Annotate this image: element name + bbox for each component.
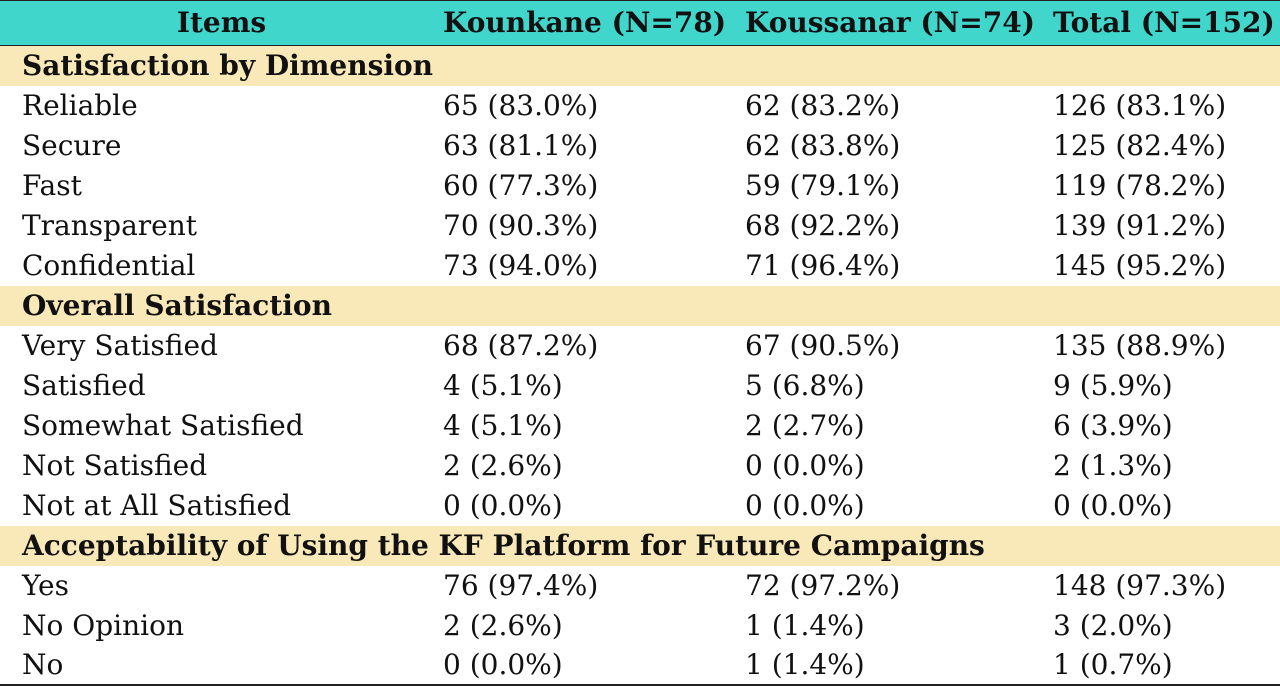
header-kounkane: Kounkane (N=78) [443, 6, 727, 39]
koussanar-cell: 62 (83.8%) [745, 129, 901, 162]
kounkane-cell: 4 (5.1%) [443, 369, 563, 402]
koussanar-cell: 72 (97.2%) [745, 569, 901, 602]
kounkane-cell: 65 (83.0%) [443, 89, 599, 122]
koussanar-cell: 71 (96.4%) [745, 249, 901, 282]
row-label: Not Satisfied [22, 449, 208, 482]
koussanar-cell: 2 (2.7%) [745, 409, 865, 442]
row-label: Reliable [22, 89, 138, 122]
table-row: Not Satisfied 2 (2.6%) 0 (0.0%) 2 (1.3%) [0, 446, 1280, 486]
koussanar-cell: 5 (6.8%) [745, 369, 865, 402]
section-row: Acceptability of Using the KF Platform f… [0, 526, 1280, 566]
kounkane-cell: 4 (5.1%) [443, 409, 563, 442]
table-row: Yes 76 (97.4%) 72 (97.2%) 148 (97.3%) [0, 566, 1280, 606]
table-row: Very Satisfied 68 (87.2%) 67 (90.5%) 135… [0, 326, 1280, 366]
koussanar-cell: 1 (1.4%) [745, 609, 865, 642]
koussanar-cell: 68 (92.2%) [745, 209, 901, 242]
table-row: Satisfied 4 (5.1%) 5 (6.8%) 9 (5.9%) [0, 366, 1280, 406]
table-row: Secure 63 (81.1%) 62 (83.8%) 125 (82.4%) [0, 126, 1280, 166]
header-koussanar: Koussanar (N=74) [745, 6, 1035, 39]
total-cell: 119 (78.2%) [1053, 169, 1227, 202]
koussanar-cell: 0 (0.0%) [745, 449, 865, 482]
total-cell: 145 (95.2%) [1053, 249, 1227, 282]
section-title: Satisfaction by Dimension [22, 49, 434, 82]
table-row: Somewhat Satisfied 4 (5.1%) 2 (2.7%) 6 (… [0, 406, 1280, 446]
kounkane-cell: 76 (97.4%) [443, 569, 599, 602]
total-cell: 1 (0.7%) [1053, 648, 1173, 681]
total-cell: 135 (88.9%) [1053, 329, 1227, 362]
row-label: Not at All Satisfied [22, 489, 292, 522]
total-cell: 6 (3.9%) [1053, 409, 1173, 442]
total-cell: 0 (0.0%) [1053, 489, 1173, 522]
total-cell: 126 (83.1%) [1053, 89, 1227, 122]
section-title: Acceptability of Using the KF Platform f… [22, 529, 985, 562]
table-row: Transparent 70 (90.3%) 68 (92.2%) 139 (9… [0, 206, 1280, 246]
row-label: Somewhat Satisfied [22, 409, 304, 442]
row-label: Satisfied [22, 369, 146, 402]
table-row: Fast 60 (77.3%) 59 (79.1%) 119 (78.2%) [0, 166, 1280, 206]
total-cell: 2 (1.3%) [1053, 449, 1173, 482]
row-label: No [22, 648, 64, 681]
row-label: Transparent [22, 209, 198, 242]
total-cell: 139 (91.2%) [1053, 209, 1227, 242]
kounkane-cell: 0 (0.0%) [443, 648, 563, 681]
row-label: No Opinion [22, 609, 184, 642]
row-label: Yes [22, 569, 69, 602]
row-label: Very Satisfied [22, 329, 218, 362]
kounkane-cell: 2 (2.6%) [443, 449, 563, 482]
row-label: Secure [22, 129, 122, 162]
kounkane-cell: 73 (94.0%) [443, 249, 599, 282]
table-row: Not at All Satisfied 0 (0.0%) 0 (0.0%) 0… [0, 486, 1280, 526]
koussanar-cell: 0 (0.0%) [745, 489, 865, 522]
koussanar-cell: 67 (90.5%) [745, 329, 901, 362]
table-header-row: Items Kounkane (N=78) Koussanar (N=74) T… [0, 0, 1280, 46]
section-row: Satisfaction by Dimension [0, 46, 1280, 86]
table-row: No 0 (0.0%) 1 (1.4%) 1 (0.7%) [0, 646, 1280, 686]
row-label: Confidential [22, 249, 196, 282]
total-cell: 9 (5.9%) [1053, 369, 1173, 402]
koussanar-cell: 1 (1.4%) [745, 648, 865, 681]
kounkane-cell: 70 (90.3%) [443, 209, 599, 242]
kounkane-cell: 2 (2.6%) [443, 609, 563, 642]
koussanar-cell: 62 (83.2%) [745, 89, 901, 122]
kounkane-cell: 0 (0.0%) [443, 489, 563, 522]
header-total: Total (N=152) [1053, 6, 1275, 39]
table-row: Confidential 73 (94.0%) 71 (96.4%) 145 (… [0, 246, 1280, 286]
table-row: Reliable 65 (83.0%) 62 (83.2%) 126 (83.1… [0, 86, 1280, 126]
total-cell: 3 (2.0%) [1053, 609, 1173, 642]
section-title: Overall Satisfaction [22, 289, 332, 322]
kounkane-cell: 60 (77.3%) [443, 169, 599, 202]
koussanar-cell: 59 (79.1%) [745, 169, 901, 202]
total-cell: 125 (82.4%) [1053, 129, 1227, 162]
section-row: Overall Satisfaction [0, 286, 1280, 326]
header-items: Items [176, 6, 267, 39]
kounkane-cell: 68 (87.2%) [443, 329, 599, 362]
total-cell: 148 (97.3%) [1053, 569, 1227, 602]
kounkane-cell: 63 (81.1%) [443, 129, 599, 162]
table-row: No Opinion 2 (2.6%) 1 (1.4%) 3 (2.0%) [0, 606, 1280, 646]
row-label: Fast [22, 169, 82, 202]
